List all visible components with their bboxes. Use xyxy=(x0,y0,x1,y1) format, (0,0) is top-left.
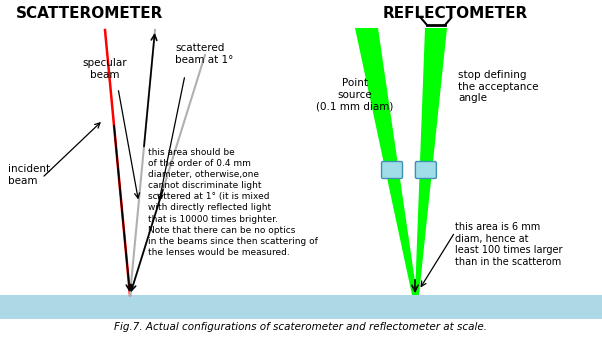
Text: stop defining
the acceptance
angle: stop defining the acceptance angle xyxy=(458,70,539,103)
Text: incident
beam: incident beam xyxy=(8,164,50,186)
Text: scattered
beam at 1°: scattered beam at 1° xyxy=(175,43,234,65)
Text: Point
source
(0.1 mm diam): Point source (0.1 mm diam) xyxy=(316,78,394,111)
FancyBboxPatch shape xyxy=(415,161,436,179)
FancyBboxPatch shape xyxy=(382,161,403,179)
Polygon shape xyxy=(355,28,417,295)
Bar xyxy=(0,295,602,319)
Text: SCATTEROMETER: SCATTEROMETER xyxy=(16,6,164,21)
Text: this area is 6 mm
diam, hence at
least 100 times larger
than in the scatterom: this area is 6 mm diam, hence at least 1… xyxy=(455,222,562,267)
Text: Fig.7. Actual configurations of scaterometer and reflectometer at scale.: Fig.7. Actual configurations of scaterom… xyxy=(114,322,488,332)
Text: REFLECTOMETER: REFLECTOMETER xyxy=(382,6,527,21)
Polygon shape xyxy=(415,28,447,295)
Text: specular
beam: specular beam xyxy=(82,58,127,80)
Text: this area should be
of the order of 0.4 mm
diameter, otherwise,one
cannot discri: this area should be of the order of 0.4 … xyxy=(148,148,318,257)
